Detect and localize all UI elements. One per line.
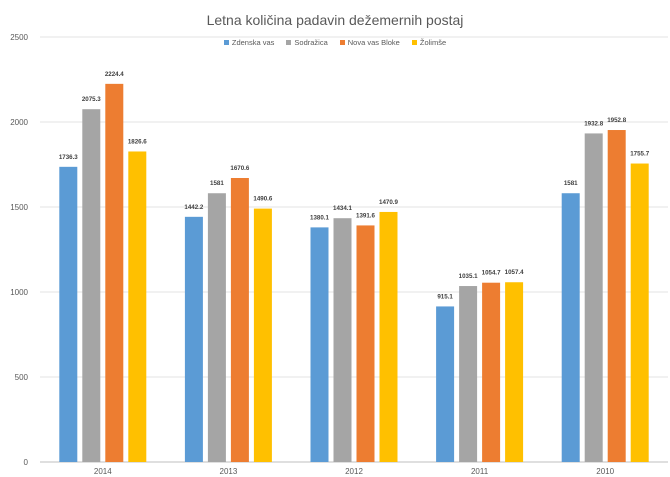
bar: [505, 282, 524, 462]
bar: [333, 218, 352, 462]
x-tick-label: 2013: [220, 467, 238, 476]
bar: [128, 151, 147, 462]
bar: [59, 166, 78, 463]
data-label: 915.1: [437, 293, 453, 300]
data-label: 2075.3: [82, 96, 101, 103]
y-tick-label: 500: [15, 373, 29, 382]
x-tick-label: 2010: [596, 467, 614, 476]
legend-swatch: [286, 40, 292, 45]
bar: [561, 193, 580, 463]
data-label: 1442.2: [184, 204, 203, 211]
x-tick-label: 2012: [345, 467, 363, 476]
legend-item: Nova vas Bloke: [339, 38, 400, 47]
bar: [459, 286, 478, 462]
legend-label: Zdenska vas: [231, 38, 275, 47]
data-label: 1755.7: [630, 151, 649, 158]
data-label: 1826.6: [128, 138, 147, 145]
data-label: 1054.7: [482, 270, 501, 277]
data-label: 1581: [564, 180, 578, 187]
bar: [379, 211, 398, 462]
bar: [436, 306, 455, 462]
bar: [310, 227, 329, 462]
data-label: 1670.6: [230, 165, 249, 172]
bar: [356, 225, 375, 462]
legend-item: Zdenska vas: [223, 38, 275, 47]
bar: [105, 83, 124, 463]
legend-item: Žolimše: [411, 38, 447, 47]
y-tick-label: 2500: [10, 33, 28, 42]
data-label: 1490.6: [253, 196, 272, 203]
y-tick-label: 1000: [10, 288, 28, 297]
legend-label: Sodražica: [294, 38, 328, 47]
data-label: 1391.6: [356, 212, 375, 219]
legend-swatch: [411, 40, 417, 45]
bar: [82, 109, 101, 462]
data-label: 2224.4: [105, 71, 124, 78]
data-label: 1952.8: [607, 117, 626, 124]
data-label: 1736.3: [59, 154, 78, 161]
chart-title: Letna količina padavin dežemernih postaj: [206, 12, 464, 28]
bar: [482, 282, 501, 462]
bar: [207, 193, 226, 463]
data-label: 1434.1: [333, 205, 352, 212]
bar: [230, 177, 249, 463]
data-label: 1470.9: [379, 199, 398, 206]
data-label: 1581: [210, 180, 224, 187]
x-tick-label: 2014: [94, 467, 112, 476]
legend-swatch: [339, 40, 345, 45]
legend-swatch: [223, 40, 229, 45]
data-label: 1057.4: [505, 269, 524, 276]
data-label: 1380.1: [310, 214, 329, 221]
x-tick-label: 2011: [471, 467, 489, 476]
y-tick-label: 0: [24, 458, 29, 467]
y-tick-label: 2000: [10, 118, 28, 127]
legend-item: Sodražica: [286, 38, 328, 47]
bar: [630, 163, 649, 462]
legend: Zdenska vas Sodražica Nova vas Bloke Žolimš…: [0, 38, 670, 47]
bar: [184, 216, 203, 462]
legend-label: Nova vas Bloke: [347, 38, 400, 47]
y-tick-label: 1500: [10, 203, 28, 212]
bar: [607, 130, 626, 463]
data-label: 1932.8: [584, 120, 603, 127]
bar: [584, 133, 603, 462]
data-label: 1035.1: [459, 273, 478, 280]
legend-label: Žolimše: [419, 38, 447, 47]
bar: [253, 208, 272, 462]
